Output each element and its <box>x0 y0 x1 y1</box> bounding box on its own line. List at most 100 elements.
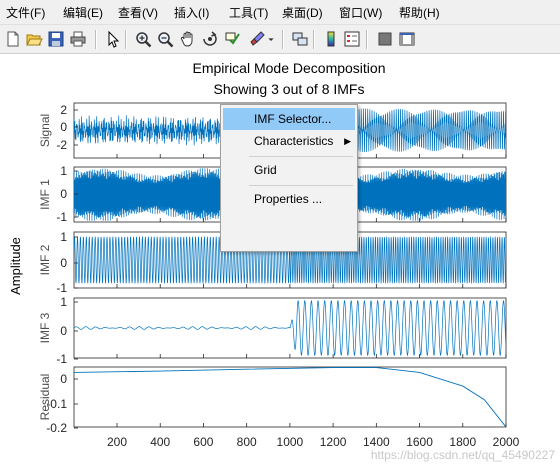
toolbar <box>0 24 560 54</box>
ytick-label: -1 <box>56 281 67 295</box>
brush-dropdown-icon <box>268 38 274 41</box>
ytick-label: 0 <box>60 187 67 201</box>
colorbar-icon <box>327 31 335 47</box>
menu-item-grid[interactable]: Grid <box>223 159 355 181</box>
menu-2[interactable]: 查看(V) <box>118 6 158 20</box>
xtick-label: 600 <box>193 435 213 449</box>
menu-item-imf-selector[interactable]: IMF Selector... <box>223 108 355 130</box>
data-cursor-icon <box>225 32 240 45</box>
ytick-label: -0.1 <box>46 397 67 411</box>
xtick-label: 400 <box>150 435 170 449</box>
pan-hand-button[interactable] <box>177 28 199 50</box>
xtick-label: 2000 <box>493 435 520 449</box>
xtick-label: 1800 <box>449 435 476 449</box>
panel-imf-3[interactable]: 1 0 -1 IMF 3 <box>38 295 507 366</box>
xtick-label: 800 <box>237 435 257 449</box>
toolbar-separator <box>366 30 368 49</box>
ytick-label: -1 <box>56 210 67 224</box>
zoom-out-icon <box>158 32 174 48</box>
menu-5[interactable]: 桌面(D) <box>282 6 323 20</box>
menu-4[interactable]: 工具(T) <box>229 6 269 20</box>
ytick-label: -2 <box>56 138 67 152</box>
pointer-icon <box>108 30 120 48</box>
ytick-label: 0 <box>60 256 67 270</box>
toolbar-separator <box>282 30 284 49</box>
amplitude-ylabel: Amplitude <box>8 237 23 295</box>
menu-item-properties[interactable]: Properties ... <box>223 188 355 210</box>
series-line-3 <box>74 299 506 357</box>
save-icon <box>48 31 64 47</box>
submenu-arrow-icon: ▶ <box>344 136 351 146</box>
ytick-label: 0 <box>60 120 67 134</box>
emd-plot: Empirical Mode Decomposition Showing 3 ou… <box>8 60 555 462</box>
toolbar-separator <box>313 30 315 49</box>
menu-7[interactable]: 帮助(H) <box>399 6 440 20</box>
link-plot-button[interactable] <box>289 28 311 50</box>
series-name: Residual <box>38 374 52 421</box>
data-cursor-button[interactable] <box>222 28 244 50</box>
toolbar-separator <box>125 30 127 49</box>
menu-separator <box>249 185 353 186</box>
series-name: IMF 1 <box>38 179 52 210</box>
print-button[interactable] <box>67 28 89 50</box>
menu-item-label: IMF Selector... <box>254 112 332 126</box>
rotate-3d-button[interactable] <box>199 28 221 50</box>
legend-icon <box>344 31 360 47</box>
menu-0[interactable]: 文件(F) <box>6 6 46 20</box>
xtick-label: 1600 <box>406 435 433 449</box>
hide-plot-tools-icon <box>378 32 392 46</box>
menu-item-label: Grid <box>254 163 277 177</box>
colorbar-button[interactable] <box>320 28 342 50</box>
open-folder-button[interactable] <box>23 28 45 50</box>
ytick-label: 2 <box>60 103 67 117</box>
ytick-label: -1 <box>56 352 67 366</box>
brush-dropdown-button[interactable] <box>265 28 277 50</box>
menu-item-label: Characteristics <box>254 134 334 148</box>
watermark-text: https://blog.csdn.net/qq_45490227 <box>371 448 555 462</box>
save-button[interactable] <box>45 28 67 50</box>
ytick-label: -0.2 <box>46 421 67 435</box>
menu-3[interactable]: 插入(I) <box>174 6 210 20</box>
series-name: IMF 3 <box>38 312 52 343</box>
ytick-label: 1 <box>60 295 67 309</box>
menu-item-characteristics[interactable]: Characteristics ▶ <box>223 130 355 152</box>
menu-6[interactable]: 窗口(W) <box>339 6 383 20</box>
ytick-label: 0 <box>60 372 67 386</box>
new-file-icon <box>7 31 19 47</box>
brush-button[interactable] <box>246 28 268 50</box>
show-plot-tools-button[interactable] <box>396 28 418 50</box>
xtick-label: 1000 <box>277 435 304 449</box>
menu-separator <box>249 156 353 157</box>
print-icon <box>70 31 86 47</box>
pointer-button[interactable] <box>102 28 124 50</box>
series-name: IMF 2 <box>38 244 52 275</box>
xtick-label: 1200 <box>320 435 347 449</box>
pan-hand-icon <box>180 31 193 47</box>
figure-title: Empirical Mode Decomposition <box>193 60 386 76</box>
menu-1[interactable]: 编辑(E) <box>63 6 103 20</box>
zoom-in-button[interactable] <box>132 28 154 50</box>
ytick-label: 1 <box>60 164 67 178</box>
show-plot-tools-icon <box>399 32 415 46</box>
series-line-2 <box>74 235 506 285</box>
series-name: Signal <box>38 114 52 147</box>
figure-canvas: Empirical Mode Decomposition Showing 3 ou… <box>0 54 560 475</box>
xtick-label: 200 <box>107 435 127 449</box>
zoom-in-icon <box>136 32 152 48</box>
toolbar-separator <box>95 30 97 49</box>
ytick-label: 1 <box>60 230 67 244</box>
rotate-3d-icon <box>203 31 217 46</box>
context-menu: IMF Selector... Characteristics ▶ Grid P… <box>220 104 358 252</box>
ytick-label: 0 <box>60 324 67 338</box>
new-file-button[interactable] <box>2 28 24 50</box>
link-plot-icon <box>292 32 308 46</box>
xtick-label: 1400 <box>363 435 390 449</box>
menubar: 文件(F) 编辑(E) 查看(V) 插入(I) 工具(T) 桌面(D) 窗口(W) 帮助(H) <box>0 0 560 24</box>
legend-button[interactable] <box>341 28 363 50</box>
brush-icon <box>250 31 265 46</box>
menu-item-label: Properties ... <box>254 192 323 206</box>
hide-plot-tools-button[interactable] <box>374 28 396 50</box>
axes-box <box>73 366 507 428</box>
zoom-out-button[interactable] <box>154 28 176 50</box>
